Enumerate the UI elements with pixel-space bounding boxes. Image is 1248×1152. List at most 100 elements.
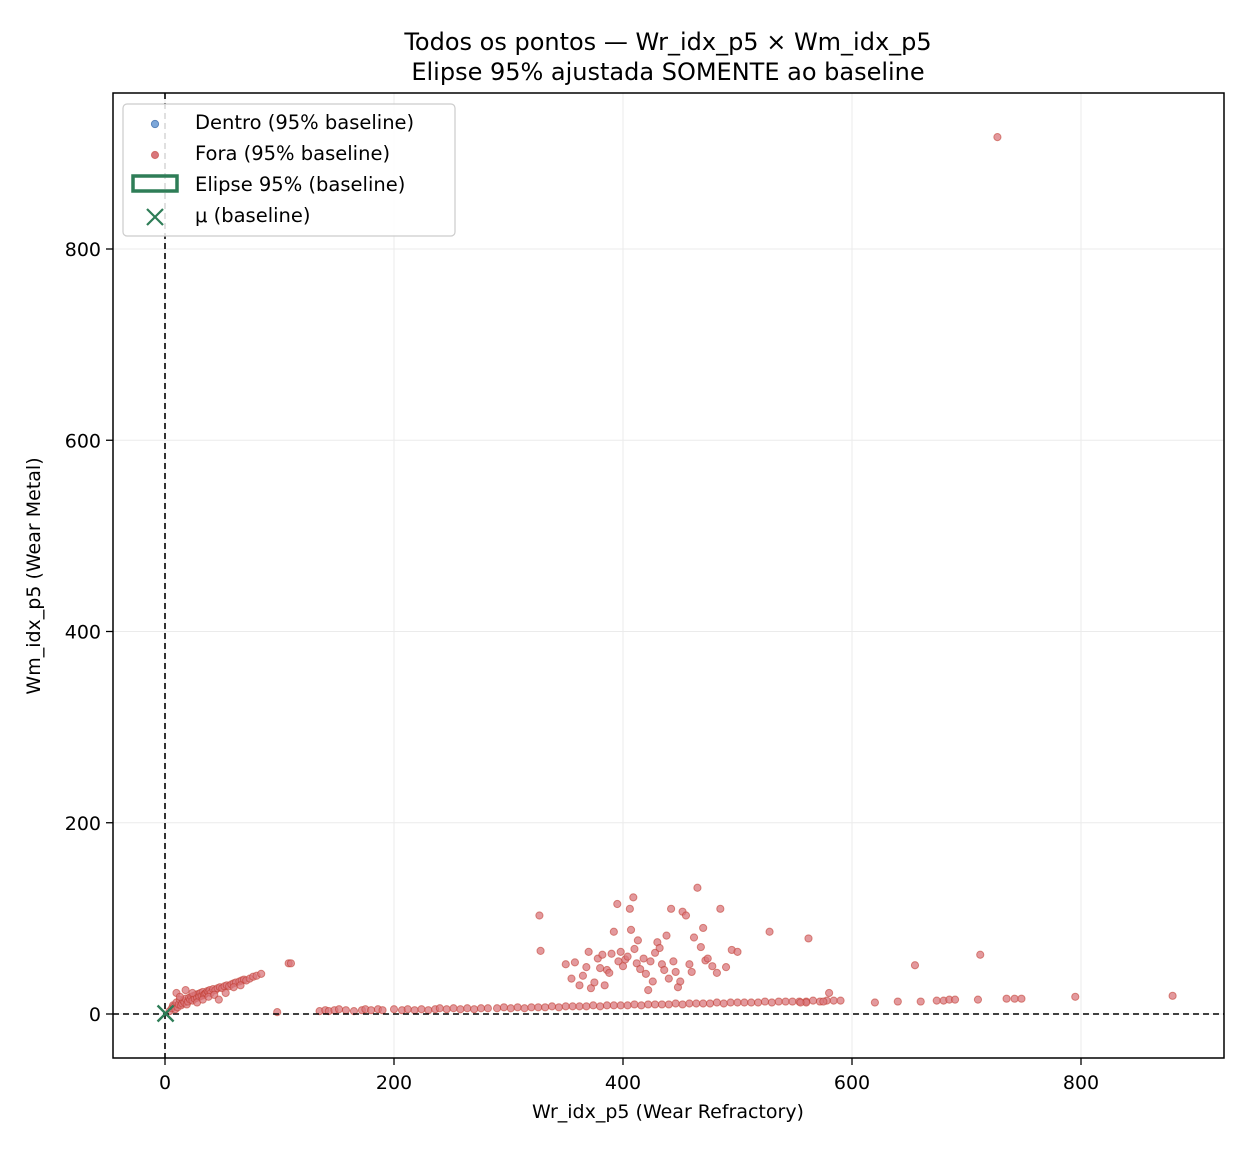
data-point xyxy=(547,1002,557,1011)
data-point xyxy=(740,998,749,1007)
data-point xyxy=(666,904,676,913)
data-point xyxy=(570,958,580,967)
data-point xyxy=(808,996,818,1005)
data-point xyxy=(973,995,983,1004)
x-tick-label: 0 xyxy=(159,1072,171,1094)
data-point xyxy=(541,1003,550,1012)
data-point xyxy=(378,1006,387,1015)
data-point xyxy=(341,1006,351,1015)
data-point xyxy=(589,1001,598,1010)
x-tick-label: 400 xyxy=(605,1072,641,1094)
mean-marker xyxy=(156,1004,175,1023)
legend-label-mean: μ (baseline) xyxy=(195,204,311,227)
data-point xyxy=(664,1000,673,1009)
data-point xyxy=(664,974,673,983)
data-point xyxy=(584,947,593,956)
data-point xyxy=(712,968,721,977)
data-point xyxy=(733,947,742,956)
data-point xyxy=(492,1004,502,1013)
data-point xyxy=(685,999,694,1008)
data-point xyxy=(613,899,622,909)
x-tick-label: 200 xyxy=(376,1072,412,1094)
data-point xyxy=(655,943,664,953)
y-tick-label: 600 xyxy=(65,430,101,452)
data-point xyxy=(630,944,639,954)
legend-mean-marker xyxy=(146,208,164,226)
mean-x-stroke xyxy=(156,1004,175,1023)
data-point xyxy=(1002,994,1011,1003)
axis-ticks: 0 200 400 600 800 0 200 400 600 800 xyxy=(65,239,1099,1094)
legend-box xyxy=(122,103,456,237)
data-point xyxy=(910,961,920,970)
data-point xyxy=(567,974,576,983)
data-point xyxy=(410,1006,419,1015)
data-point xyxy=(716,904,725,913)
data-point xyxy=(788,997,797,1006)
legend-label-outside: Fora (95% baseline) xyxy=(195,142,390,165)
data-point xyxy=(692,999,701,1008)
data-point xyxy=(470,1005,479,1014)
data-point xyxy=(536,946,545,955)
data-point xyxy=(442,1005,451,1014)
data-point xyxy=(229,983,238,992)
data-point xyxy=(696,942,705,952)
data-point xyxy=(687,967,696,977)
data-point xyxy=(618,962,628,971)
data-point xyxy=(181,985,190,995)
data-point xyxy=(449,1004,458,1013)
data-point xyxy=(726,998,735,1007)
data-point xyxy=(747,998,756,1007)
legend-ellipse-marker xyxy=(131,174,179,193)
x-tick-label: 600 xyxy=(834,1072,870,1094)
data-point xyxy=(681,911,691,920)
data-point xyxy=(600,981,609,990)
data-point xyxy=(629,893,638,902)
data-point xyxy=(836,996,845,1005)
data-point xyxy=(644,1000,653,1009)
data-point xyxy=(483,1004,492,1013)
data-point xyxy=(561,1002,570,1011)
data-point xyxy=(825,988,834,998)
data-point xyxy=(561,960,570,969)
data-point xyxy=(648,977,657,986)
data-point xyxy=(781,997,790,1006)
data-point xyxy=(598,950,607,959)
data-point xyxy=(669,957,678,966)
data-point xyxy=(499,1003,509,1012)
data-point xyxy=(527,1003,536,1012)
reference-lines xyxy=(113,93,1224,1058)
data-point xyxy=(626,925,636,934)
data-point xyxy=(609,1001,618,1010)
data-point xyxy=(676,977,685,986)
data-point xyxy=(1010,994,1019,1003)
data-point xyxy=(435,1004,444,1013)
data-point xyxy=(1071,992,1080,1001)
data-point xyxy=(513,1003,522,1012)
data-point xyxy=(671,999,680,1008)
data-point xyxy=(689,933,699,942)
data-point xyxy=(829,996,838,1005)
data-point xyxy=(616,1001,625,1010)
data-point xyxy=(417,1005,426,1014)
data-point xyxy=(389,1005,399,1014)
chart-title: Todos os pontos — Wr_idx_p5 × Wm_idx_p5 xyxy=(403,28,931,56)
data-point xyxy=(760,997,770,1006)
data-point xyxy=(796,998,805,1007)
y-tick-label: 200 xyxy=(65,813,101,835)
data-point xyxy=(644,985,653,995)
data-point xyxy=(650,1000,660,1009)
legend: Dentro (95% baseline) Fora (95% baseline… xyxy=(122,103,456,237)
y-tick-label: 0 xyxy=(89,1004,101,1026)
data-points xyxy=(165,133,1177,1017)
grid xyxy=(113,93,1224,1058)
data-point xyxy=(976,950,985,959)
x-axis-label: Wr_idx_p5 (Wear Refractory) xyxy=(532,1101,804,1123)
data-point xyxy=(721,963,731,972)
data-point xyxy=(767,998,776,1007)
data-point xyxy=(602,1001,612,1010)
data-point xyxy=(662,931,671,940)
data-point xyxy=(637,1001,646,1010)
data-point xyxy=(596,964,605,973)
data-point xyxy=(993,133,1002,142)
